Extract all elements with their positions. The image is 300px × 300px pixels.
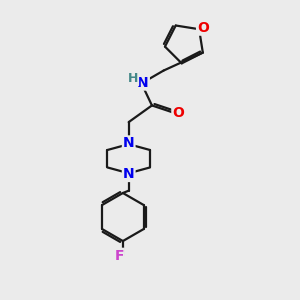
Text: N: N — [123, 136, 134, 150]
Text: O: O — [172, 106, 184, 120]
Text: N: N — [137, 76, 149, 90]
Text: F: F — [114, 249, 124, 263]
Text: H: H — [128, 72, 138, 85]
Text: O: O — [197, 21, 209, 35]
Text: N: N — [123, 167, 134, 181]
